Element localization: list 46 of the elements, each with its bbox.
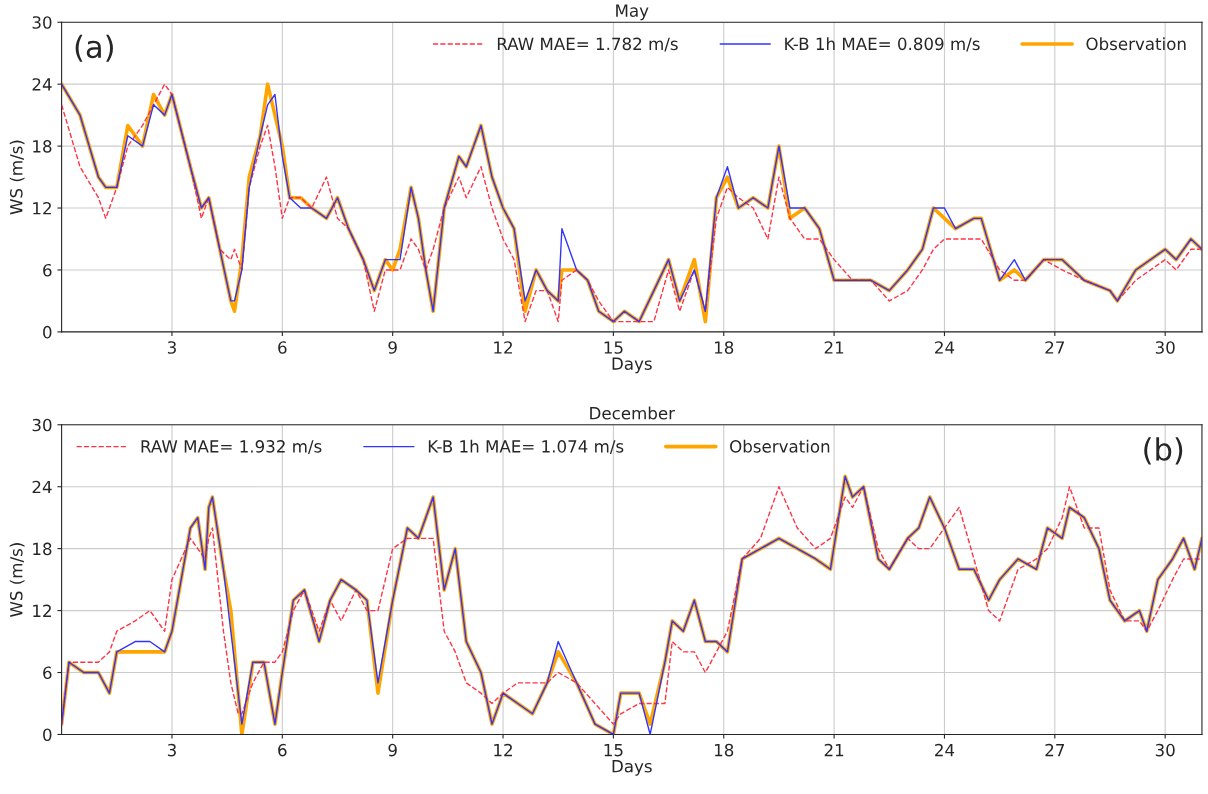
y-tick-label: 18 [33,542,52,556]
x-tick-label: 6 [278,743,287,757]
y-tick-label: 12 [33,201,51,215]
x-tick-label: 3 [167,341,176,354]
x-tick-label: 15 [604,341,623,354]
legend-label: K-B 1h MAE= 0.809 m/s [785,37,980,52]
y-tick-label: 6 [43,666,52,680]
x-tick-label: 21 [824,341,844,354]
y-axis-title: WS (m/s) [9,543,25,618]
x-tick-label: 24 [935,341,955,354]
x-tick-label: 24 [935,743,955,757]
x-tick-label: 18 [714,341,734,354]
x-tick-label: 15 [604,743,623,757]
x-tick-label: 12 [494,743,512,757]
x-axis-title: Days [612,760,652,776]
legend-label: Observation [730,439,830,453]
x-tick-label: 12 [494,341,512,354]
x-tick-label: 6 [278,341,287,354]
annotation: (b) [1144,437,1183,465]
x-tick-label: 27 [1045,341,1064,354]
chart-title: December [590,406,675,420]
y-tick-label: 6 [43,263,52,277]
x-tick-label: 3 [167,743,176,757]
x-tick-label: 27 [1045,743,1064,757]
y-tick-label: 24 [32,78,52,91]
chart-title: May [616,4,649,21]
x-tick-label: 30 [1155,743,1175,757]
x-tick-label: 9 [388,341,397,354]
annotation: (a) [75,34,113,62]
legend-label: RAW MAE= 1.782 m/s [497,37,678,52]
x-tick-label: 21 [824,743,844,757]
x-tick-label: 9 [388,743,397,757]
legend-label: K-B 1h MAE= 1.074 m/s [428,439,624,454]
y-tick-label: 0 [43,728,52,742]
legend-label: RAW MAE= 1.932 m/s [141,440,322,454]
y-tick-label: 0 [43,325,52,339]
x-tick-label: 18 [714,743,734,757]
y-tick-label: 30 [32,16,52,29]
y-tick-label: 18 [33,140,52,153]
y-tick-label: 12 [33,604,51,617]
x-tick-label: 30 [1155,341,1175,354]
y-tick-label: 24 [32,480,52,494]
y-axis-title: WS (m/s) [9,140,25,215]
y-tick-label: 30 [32,418,52,432]
legend-label: Observation [1086,37,1186,51]
x-axis-title: Days [612,357,652,374]
